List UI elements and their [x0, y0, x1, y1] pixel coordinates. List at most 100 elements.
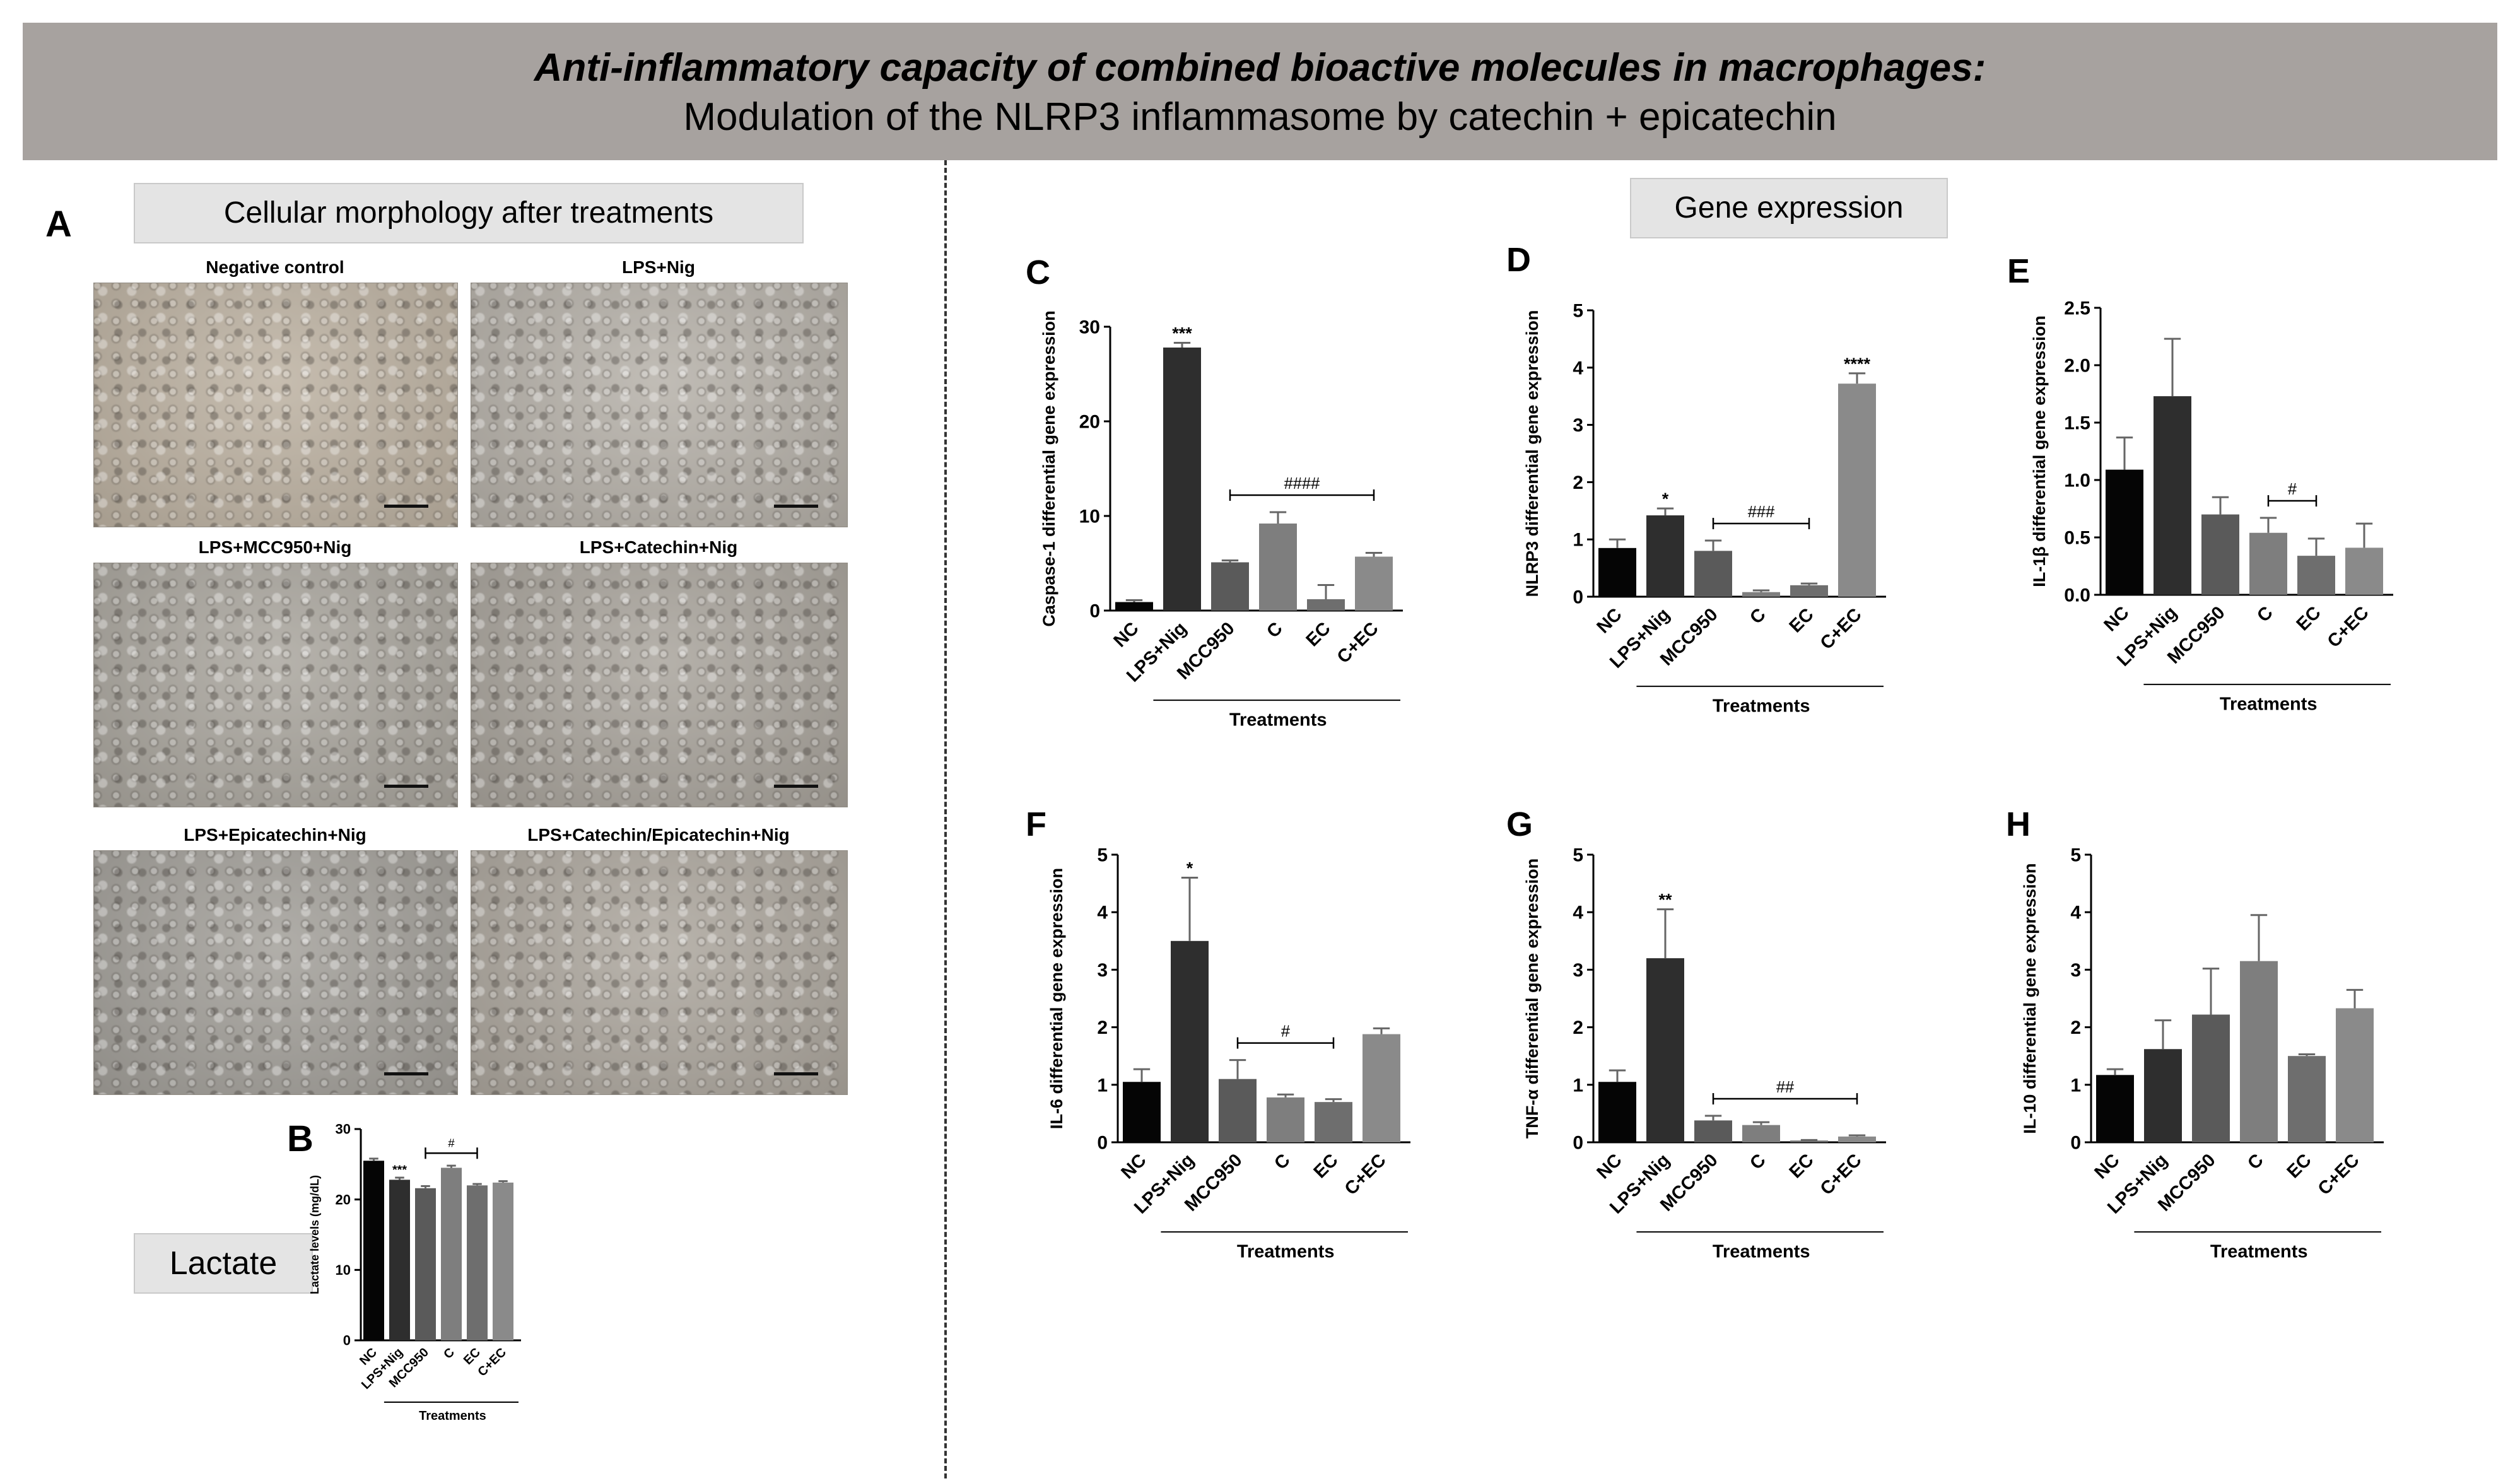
category-label: MCC950 — [2154, 1150, 2220, 1215]
y-axis-label: NLRP3 differential gene expression — [1523, 310, 1542, 597]
y-tick-label: 5 — [1573, 301, 1583, 322]
bar-chart-c: C 0 10 20 30 Caspase-1 differential gene expr… — [1026, 254, 1403, 730]
y-tick-label: 0.0 — [2064, 585, 2090, 606]
y-tick-label: 30 — [1079, 317, 1100, 338]
y-tick-label: 3 — [2070, 960, 2081, 981]
y-axis-label: IL-10 differential gene expression — [2020, 863, 2039, 1133]
bar — [2288, 1056, 2326, 1142]
y-tick-label: 4 — [2070, 903, 2081, 923]
bar — [1694, 551, 1732, 597]
category-label: C — [1746, 604, 1769, 628]
micrograph-image — [93, 563, 458, 807]
bar — [1307, 599, 1345, 611]
category-label: NC — [1110, 618, 1142, 651]
bar — [2336, 1008, 2374, 1142]
category-label: MCC950 — [1181, 1150, 1246, 1215]
bar — [1355, 556, 1393, 611]
bar — [2106, 469, 2143, 595]
x-axis-label: Treatments — [1229, 710, 1327, 730]
y-axis-label: Caspase-1 differential gene expression — [1040, 310, 1058, 626]
category-label: EC — [1786, 604, 1818, 636]
category-label: EC — [2293, 602, 2325, 635]
bar — [2144, 1049, 2182, 1142]
y-tick-label: 0 — [1573, 587, 1583, 608]
significance-stars: * — [1662, 489, 1669, 508]
micrograph-title: LPS+Catechin+Nig — [579, 537, 738, 557]
category-label: NC — [1593, 1150, 1626, 1183]
category-label: C+EC — [1817, 604, 1866, 653]
bar — [1742, 592, 1780, 597]
y-tick-label: 10 — [336, 1262, 351, 1278]
bar — [415, 1188, 436, 1340]
panel-letter: C — [1026, 254, 1050, 291]
y-tick-label: 10 — [1079, 506, 1100, 527]
bar — [1646, 958, 1684, 1142]
category-label: MCC950 — [1656, 1150, 1722, 1215]
cell-texture — [471, 851, 847, 1094]
significance-stars: *** — [1172, 324, 1192, 343]
cell-texture — [471, 563, 847, 807]
bar — [493, 1182, 513, 1340]
bar — [2297, 556, 2335, 595]
category-label: NC — [1593, 604, 1626, 637]
bar — [1598, 547, 1636, 597]
bar — [1163, 348, 1201, 611]
x-axis-label: Treatments — [1713, 1242, 1810, 1262]
category-label: LPS+Nig — [1123, 618, 1191, 686]
comparison-hash: ## — [1776, 1079, 1795, 1096]
panel-letter: D — [1506, 241, 1531, 279]
y-tick-label: 20 — [336, 1191, 351, 1207]
bar — [1171, 940, 1209, 1142]
y-tick-label: 0 — [1089, 601, 1100, 622]
y-tick-label: 5 — [1573, 845, 1583, 866]
y-tick-label: 5 — [2070, 845, 2081, 866]
category-label: C+EC — [2314, 1150, 2364, 1199]
bar — [2154, 396, 2191, 595]
category-label: NC — [2090, 1150, 2123, 1183]
y-tick-label: 20 — [1079, 412, 1100, 433]
category-label: NC — [1117, 1150, 1150, 1183]
significance-stars: *** — [392, 1163, 407, 1177]
bar — [1598, 1082, 1636, 1142]
x-axis-label: Treatments — [419, 1409, 486, 1423]
category-label: MCC950 — [387, 1345, 431, 1390]
panel-letter: F — [1026, 805, 1046, 843]
category-label: C+EC — [2324, 602, 2373, 652]
x-axis-label: Treatments — [1237, 1242, 1335, 1262]
y-tick-label: 2 — [1573, 1017, 1583, 1038]
micrograph-title: LPS+Catechin/Epicatechin+Nig — [527, 825, 790, 845]
category-label: LPS+Nig — [1130, 1150, 1198, 1218]
y-tick-label: 3 — [1573, 960, 1583, 981]
category-label: MCC950 — [2164, 602, 2229, 668]
category-label: EC — [461, 1345, 483, 1367]
bar — [1790, 585, 1828, 597]
category-label: C+EC — [1817, 1150, 1866, 1199]
x-axis-label: Treatments — [2210, 1242, 2308, 1262]
y-tick-label: 1.0 — [2064, 471, 2090, 491]
micrograph-image — [471, 850, 848, 1095]
y-tick-label: 0.5 — [2064, 528, 2090, 549]
y-tick-label: 1 — [1097, 1075, 1108, 1096]
category-label: C — [1746, 1150, 1769, 1173]
y-axis-label: IL-6 differential gene expression — [1047, 868, 1066, 1129]
micrograph-image — [471, 283, 848, 527]
category-label: NC — [357, 1345, 380, 1368]
cell-texture — [94, 283, 457, 527]
bar — [2096, 1075, 2134, 1142]
micrograph-image — [471, 563, 848, 807]
y-tick-label: 2 — [1097, 1017, 1108, 1038]
figure-title: Anti-inflammatory capacity of combined b… — [534, 46, 1986, 90]
panel-letter-a: A — [45, 204, 72, 245]
micrograph-title: LPS+Nig — [622, 257, 695, 277]
significance-stars: ** — [1658, 891, 1672, 910]
comparison-hash: ### — [1748, 503, 1775, 521]
bar — [1115, 602, 1153, 611]
significance-stars: **** — [1844, 354, 1871, 373]
significance-stars: * — [1187, 858, 1193, 877]
gene-expression-label: Gene expression — [1630, 178, 1948, 238]
bar — [2240, 961, 2278, 1142]
micrograph-image — [93, 283, 458, 527]
category-label: C — [2244, 1150, 2267, 1173]
category-label: EC — [1303, 618, 1335, 650]
category-label: EC — [2283, 1150, 2316, 1182]
